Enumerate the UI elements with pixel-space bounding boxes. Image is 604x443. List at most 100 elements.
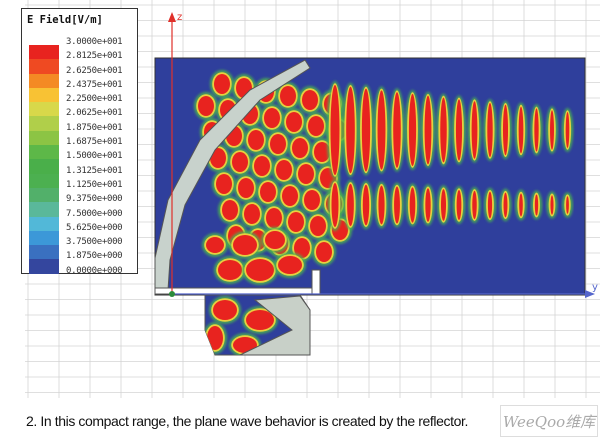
field-blob (282, 186, 298, 206)
field-blob (471, 101, 478, 159)
legend-tick: 7.5000e+000 (66, 208, 123, 219)
feed-region (204, 294, 311, 356)
field-blob (308, 116, 324, 136)
field-blob (424, 95, 432, 165)
reflector-base (154, 287, 321, 295)
field-blob (550, 195, 554, 215)
legend-band (29, 73, 59, 88)
legend-tick: 5.6250e+000 (66, 222, 123, 233)
field-blob (232, 152, 248, 172)
field-blob (266, 208, 282, 228)
field-blob (362, 184, 370, 226)
legend-band (29, 130, 59, 146)
field-blob (216, 174, 232, 194)
field-region (154, 57, 586, 296)
field-blob (198, 96, 214, 116)
legend-tick: 0.0000e+000 (66, 265, 123, 276)
field-blob (347, 183, 354, 227)
field-blob (378, 185, 385, 225)
field-blob (316, 242, 332, 262)
legend-band (29, 87, 59, 103)
legend-tick: 3.0000e+001 (66, 37, 123, 47)
legend-tick: 1.6875e+001 (66, 137, 123, 148)
legend-band (29, 45, 59, 60)
legend-tick: 1.1250e+001 (66, 179, 123, 190)
legend-title: E Field[V/m] (27, 14, 103, 26)
legend-tick: 2.2500e+001 (66, 94, 123, 105)
field-blob (288, 212, 304, 232)
field-blob (276, 160, 292, 180)
legend-tick: 9.3750e+000 (66, 194, 123, 205)
field-blob (244, 204, 260, 224)
legend-ticks: 3.0000e+001 2.8125e+001 2.6250e+001 2.4375e… (66, 35, 123, 278)
field-blob (210, 148, 226, 168)
legend-tick: 2.4375e+001 (66, 79, 123, 90)
field-blob (331, 183, 339, 227)
field-blob (218, 260, 242, 280)
field-blob (264, 108, 280, 128)
legend-band (29, 102, 59, 117)
field-blob (394, 186, 400, 224)
legend-band (29, 259, 59, 274)
z-axis-label: z (177, 12, 182, 23)
field-blob (455, 99, 463, 161)
legend-band (29, 230, 59, 246)
field-blob (565, 112, 570, 148)
field-blob (248, 130, 264, 150)
field-blob (518, 106, 524, 154)
figure-caption: 2. In this compact range, the plane wave… (26, 413, 468, 429)
field-blob (246, 259, 274, 281)
field-plot: z y (25, 0, 600, 398)
legend-tick: 1.8750e+000 (66, 251, 123, 262)
field-blob (292, 138, 308, 158)
field-blob (534, 194, 539, 216)
field-blob (260, 182, 276, 202)
field-blob (503, 192, 508, 218)
legend-tick: 1.3125e+001 (66, 165, 123, 176)
legend-band (29, 116, 59, 131)
field-blob (310, 216, 326, 236)
legend-band (29, 59, 59, 74)
field-blob (361, 88, 371, 172)
field-blob (214, 74, 230, 94)
field-blob (330, 85, 340, 175)
field-blob (314, 142, 330, 162)
legend-band (29, 245, 59, 260)
watermark-logo: WeeQoo维库 (500, 405, 598, 437)
reflector (154, 59, 311, 291)
field-blob (206, 237, 224, 253)
legend-band (29, 187, 59, 203)
field-blob (408, 94, 417, 166)
field-blob (440, 189, 447, 221)
field-blob (409, 187, 416, 223)
field-blob (270, 134, 286, 154)
legend-tick: 1.8750e+001 (66, 122, 123, 133)
field-blob (425, 188, 431, 222)
field-blob (346, 86, 355, 174)
legend-band (29, 216, 59, 231)
field-blob (265, 231, 285, 249)
field-blob (472, 190, 477, 220)
legend-band (29, 202, 59, 217)
legend-tick: 1.5000e+001 (66, 151, 123, 162)
field-blob (246, 310, 274, 330)
legend-band (29, 159, 59, 174)
field-blob (456, 190, 462, 220)
color-bar (29, 45, 59, 274)
legend-tick: 2.0625e+001 (66, 108, 123, 119)
field-blob (238, 178, 254, 198)
legend-band (29, 145, 59, 160)
color-legend: E Field[V/m] 3.0000e+001 2.8125e+001 2.625… (21, 8, 138, 276)
field-blob (254, 156, 270, 176)
legend-tick: 3.7500e+000 (66, 237, 123, 248)
field-blob (502, 104, 509, 156)
legend-tick: 2.6250e+001 (66, 65, 123, 76)
field-blob (278, 256, 302, 274)
field-blob (233, 337, 257, 353)
field-blob (487, 103, 493, 157)
field-blob (519, 193, 523, 217)
field-blob (440, 97, 447, 163)
field-blob (280, 86, 296, 106)
field-blob (298, 164, 314, 184)
field-blob (304, 190, 320, 210)
